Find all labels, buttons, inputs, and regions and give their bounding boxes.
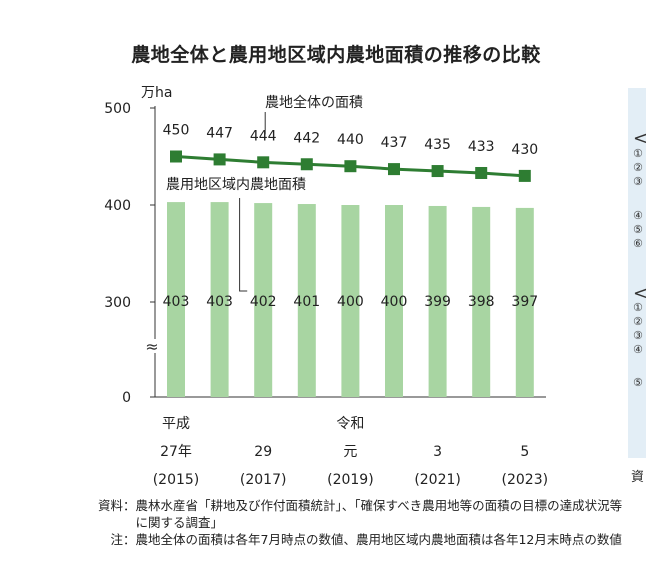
bar-series — [167, 202, 534, 397]
line-data-label: 435 — [424, 137, 451, 153]
axis-break-symbol: ≈ — [145, 337, 158, 356]
line-data-label: 444 — [250, 128, 277, 144]
line-point — [388, 163, 400, 176]
bar-data-label: 397 — [511, 294, 538, 310]
line-data-label: 437 — [381, 135, 408, 151]
data-labels: 450 447 444 442 440 437 435 433 430 403 403 402 401 4… — [163, 123, 539, 311]
line-point — [257, 156, 270, 169]
x-year-label: 29 — [254, 444, 272, 460]
bar-data-label: 399 — [424, 294, 451, 310]
side-panel-glyph: ② — [633, 315, 643, 328]
side-panel-glyph: ④ — [633, 343, 643, 356]
bar — [297, 204, 316, 397]
y-unit-label: 万ha — [141, 85, 172, 101]
line-point — [518, 169, 531, 182]
line-series — [170, 150, 531, 182]
line-data-label: 440 — [337, 132, 364, 148]
source-note-text: 農林水産省「耕地及び作付面積統計」、「確保すべき農用地等の面積の目標の達成状況等… — [135, 498, 623, 530]
line-point — [300, 158, 313, 171]
bar — [167, 202, 185, 397]
side-panel: < ① ② ③ ④ ⑤ ⑥ < ① ② ③ ④ ⑤ — [628, 88, 646, 458]
bar — [210, 202, 229, 397]
line-point — [431, 165, 444, 178]
bar-data-label: 403 — [163, 294, 190, 310]
x-axis-labels: 平成 27年 (2015) 29 (2017) 令和元 (2019) 3 (2021) 5 (202… — [153, 416, 548, 488]
chart-title: 農地全体と農用地区域内農地面積の推移の比較 — [131, 44, 541, 66]
side-panel-glyph: ⑤ — [633, 223, 643, 236]
notes: 資料： 農林水産省「耕地及び作付面積統計」、「確保すべき農用地等の面積の目標の達… — [98, 497, 626, 548]
x-western-year-label: (2017) — [240, 472, 287, 488]
bar — [428, 205, 447, 397]
x-western-year-label: (2023) — [502, 472, 549, 488]
line-data-label: 430 — [511, 142, 538, 158]
footnote: 注： 農地全体の面積は各年7月時点の数値、農用地区域内農地面積は各年12月末時点… — [98, 531, 626, 548]
bar-callout-leader — [239, 198, 248, 292]
bar-data-label: 400 — [381, 294, 408, 310]
bar-data-label: 402 — [250, 294, 277, 310]
bar — [254, 203, 273, 397]
line-data-label: 450 — [163, 123, 190, 139]
side-panel-glyph: < — [633, 283, 646, 304]
side-panel-glyph: ④ — [633, 209, 643, 222]
y-tick-label: 500 — [104, 101, 131, 117]
side-panel-glyph: ① — [633, 301, 643, 314]
side-panel-glyph: ① — [633, 147, 643, 160]
footnote-text: 農地全体の面積は各年7月時点の数値、農用地区域内農地面積は各年12月末時点の数値 — [135, 532, 622, 547]
side-panel-glyph: ⑥ — [633, 237, 643, 250]
bar — [515, 207, 534, 397]
bar-data-label: 398 — [468, 294, 495, 310]
bar-series-callout: 農用地区域内農地面積 — [166, 177, 306, 193]
footnote-label: 注： — [98, 532, 136, 547]
line-point — [344, 160, 357, 173]
source-note: 資料： 農林水産省「耕地及び作付面積統計」、「確保すべき農用地等の面積の目標の達… — [98, 497, 626, 531]
line-point — [475, 166, 488, 179]
source-note-label: 資料： — [98, 498, 136, 513]
bar-data-label: 401 — [293, 294, 320, 310]
side-panel-glyph: ③ — [633, 329, 643, 342]
bar — [472, 206, 491, 397]
side-panel-footer: 資 — [631, 470, 645, 485]
axis-break-mask — [146, 339, 164, 353]
x-year-label: 元 — [343, 444, 357, 460]
x-era-label: 令和 — [336, 416, 364, 432]
side-panel-glyph: ② — [633, 161, 643, 174]
x-year-label: 5 — [520, 444, 529, 460]
line-data-label: 447 — [206, 125, 233, 141]
x-year-label: 3 — [433, 444, 442, 460]
x-era-label: 平成 — [162, 416, 190, 432]
bar — [385, 205, 403, 397]
y-tick-label: 300 — [104, 295, 131, 311]
bar-data-label: 400 — [337, 294, 364, 310]
y-tick-label: 400 — [104, 198, 131, 214]
bar-data-label: 403 — [206, 294, 233, 310]
line-point — [213, 153, 226, 166]
y-tick-label: 0 — [122, 390, 131, 406]
side-panel-glyph: ③ — [633, 175, 643, 188]
x-western-year-label: (2015) — [153, 472, 200, 488]
side-panel-glyph: ⑤ — [633, 376, 643, 389]
line-data-label: 442 — [293, 130, 320, 146]
bar — [341, 205, 360, 397]
x-western-year-label: (2021) — [414, 472, 461, 488]
line-series-callout: 農地全体の面積 — [265, 94, 363, 111]
side-panel-glyph: < — [633, 128, 646, 149]
x-western-year-label: (2019) — [327, 472, 374, 488]
x-year-label: 27年 — [160, 444, 192, 460]
axes: 0 300 400 500 ≈ 万ha — [104, 85, 546, 406]
line-data-label: 433 — [468, 139, 495, 155]
line-point — [170, 150, 182, 163]
